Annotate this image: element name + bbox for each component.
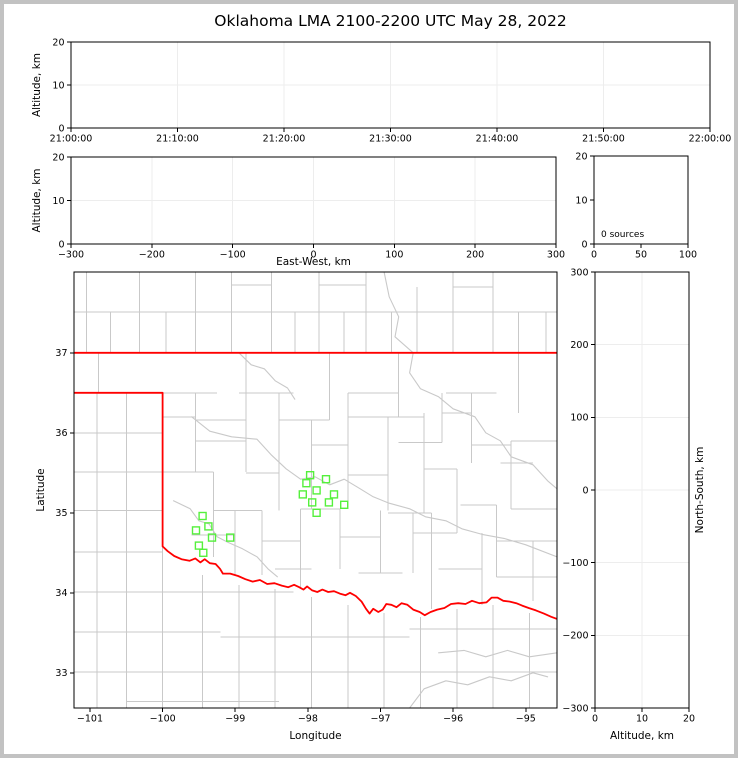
lma-station-marker — [340, 500, 349, 509]
lma-station-marker — [312, 486, 321, 495]
svg-text:100: 100 — [679, 250, 697, 261]
lma-station-marker — [324, 498, 334, 507]
svg-text:−300: −300 — [58, 250, 84, 261]
svg-text:−100: −100 — [220, 250, 246, 261]
svg-text:−95: −95 — [516, 714, 536, 725]
plot-title: Oklahoma LMA 2100-2200 UTC May 28, 2022 — [214, 12, 567, 30]
svg-text:−200: −200 — [562, 631, 588, 642]
map-layers — [74, 272, 557, 708]
svg-text:0: 0 — [591, 250, 597, 261]
lma-station-marker — [225, 533, 235, 542]
x-tick-labels: 0 10 20 — [592, 708, 695, 725]
svg-text:20: 20 — [683, 714, 695, 725]
river-lines — [172, 272, 557, 708]
svg-text:100: 100 — [385, 250, 403, 261]
lma-station-marker — [305, 471, 315, 480]
svg-text:300: 300 — [570, 267, 588, 278]
svg-text:22:00:00: 22:00:00 — [689, 134, 732, 145]
svg-text:300: 300 — [547, 250, 565, 261]
svg-text:−99: −99 — [225, 714, 245, 725]
svg-text:100: 100 — [570, 413, 588, 424]
x-tick-labels: 0 50 100 — [591, 244, 697, 261]
lma-station-marker — [204, 522, 213, 531]
lma-station-marker — [198, 511, 207, 521]
source-count-annotation: 0 sources — [601, 230, 644, 240]
svg-text:0: 0 — [592, 714, 598, 725]
county-lines — [74, 272, 557, 708]
y-axis-label: Altitude, km — [31, 168, 43, 232]
svg-text:33: 33 — [55, 668, 67, 679]
lma-station-marker — [312, 508, 321, 517]
svg-text:36: 36 — [55, 428, 67, 439]
y-axis-label: Latitude — [35, 468, 47, 511]
x-axis-label: Longitude — [289, 730, 341, 742]
y-tick-labels: 0 10 20 — [575, 151, 594, 250]
ns-height-panel: 0 10 20 −300 −200 −100 0 100 200 300 North-South, … — [562, 267, 706, 724]
svg-text:0: 0 — [582, 485, 588, 496]
svg-text:200: 200 — [570, 340, 588, 351]
lma-station-marker — [207, 533, 217, 542]
plot-canvas: 21:00:00 21:10:00 21:20:00 21:30:00 21:40:00… — [31, 37, 732, 742]
svg-text:20: 20 — [52, 152, 64, 163]
x-tick-labels: −101 −100 −99 −98 −97 −96 −95 — [77, 708, 536, 725]
svg-text:−97: −97 — [370, 714, 390, 725]
x-axis-label: Altitude, km — [610, 730, 674, 742]
svg-text:200: 200 — [466, 250, 484, 261]
svg-text:−101: −101 — [77, 714, 103, 725]
state-border — [74, 351, 557, 620]
time-height-panel: 21:00:00 21:10:00 21:20:00 21:30:00 21:40:00… — [50, 37, 732, 144]
lma-station-marker — [194, 541, 204, 550]
svg-text:−100: −100 — [562, 558, 588, 569]
svg-text:−200: −200 — [139, 250, 165, 261]
lma-station-marker — [308, 498, 317, 507]
svg-text:21:40:00: 21:40:00 — [476, 134, 519, 145]
lma-station-marker — [302, 479, 311, 488]
y-axis-label: Altitude, km — [31, 53, 43, 117]
red-river-border — [74, 391, 557, 620]
x-axis-label: East-West, km — [276, 256, 351, 268]
lma-station-marker — [199, 548, 208, 557]
lma-station-marker — [321, 475, 331, 484]
svg-text:21:10:00: 21:10:00 — [156, 134, 199, 145]
x-tick-labels: −300 −200 −100 0 100 200 300 — [58, 244, 565, 261]
y-tick-labels: 0 10 20 — [52, 152, 71, 250]
svg-text:0: 0 — [58, 123, 64, 134]
map-panel: −101 −100 −99 −98 −97 −96 −95 33 34 35 36 37 — [55, 271, 558, 725]
svg-text:20: 20 — [52, 37, 64, 48]
svg-text:−300: −300 — [562, 703, 588, 714]
lma-station-marker — [191, 526, 201, 535]
svg-text:21:00:00: 21:00:00 — [50, 134, 93, 145]
lma-station-marker — [329, 490, 339, 499]
svg-text:20: 20 — [575, 151, 587, 162]
svg-text:10: 10 — [575, 195, 587, 206]
svg-text:0: 0 — [581, 239, 587, 250]
station-markers — [191, 471, 349, 557]
y-tick-labels: −300 −200 −100 0 100 200 300 — [562, 267, 595, 714]
svg-text:10: 10 — [636, 714, 648, 725]
svg-text:−96: −96 — [443, 714, 463, 725]
y-tick-labels: 0 10 20 — [52, 37, 71, 134]
svg-text:34: 34 — [55, 588, 67, 599]
svg-text:10: 10 — [52, 80, 64, 91]
lma-station-marker — [298, 490, 307, 499]
svg-text:10: 10 — [52, 196, 64, 207]
y-tick-labels: 33 34 35 36 37 — [55, 348, 74, 679]
svg-text:50: 50 — [635, 250, 647, 261]
y-axis-label-right: North-South, km — [694, 447, 706, 534]
svg-text:21:50:00: 21:50:00 — [582, 134, 625, 145]
svg-text:21:20:00: 21:20:00 — [263, 134, 306, 145]
x-tick-labels: 21:00:00 21:10:00 21:20:00 21:30:00 21:40:00… — [50, 128, 732, 145]
svg-text:−100: −100 — [150, 714, 176, 725]
svg-text:0: 0 — [310, 250, 316, 261]
ew-height-panel: −300 −200 −100 0 100 200 300 0 10 20 — [52, 152, 565, 260]
svg-text:21:30:00: 21:30:00 — [369, 134, 412, 145]
svg-text:−98: −98 — [298, 714, 318, 725]
svg-text:35: 35 — [55, 508, 67, 519]
svg-text:37: 37 — [55, 348, 67, 359]
altitude-histogram-panel: 0 50 100 0 10 20 0 sources — [575, 151, 697, 260]
svg-text:0: 0 — [58, 239, 64, 250]
